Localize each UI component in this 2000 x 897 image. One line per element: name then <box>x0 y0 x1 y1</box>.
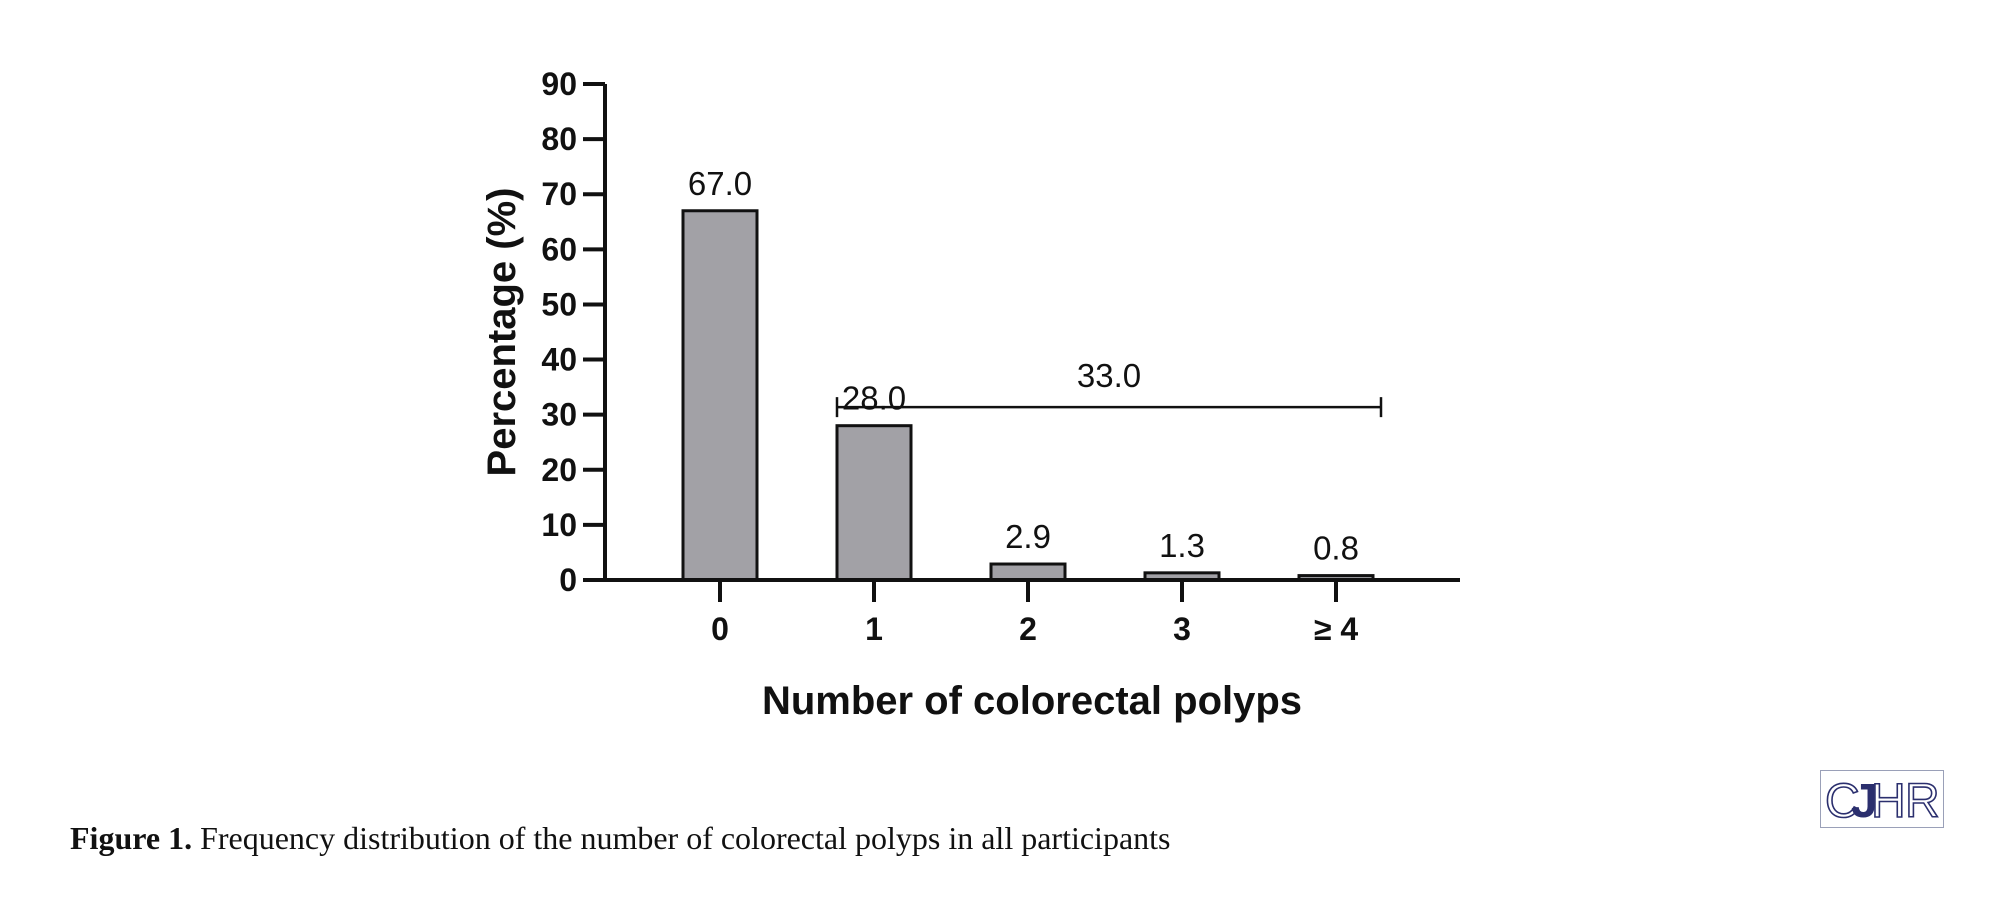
svg-text:J: J <box>1851 775 1876 827</box>
bar <box>989 562 1067 582</box>
svg-text:C: C <box>1825 775 1858 827</box>
x-tick-label: 1 <box>865 611 883 647</box>
y-axis-ticks: 0 10 20 30 40 50 60 70 80 90 <box>541 66 605 598</box>
x-axis-ticks: 0 1 2 3 ≥ 4 <box>711 580 1358 647</box>
y-axis-title: Percentage (%) <box>480 188 524 477</box>
y-tick-label: 60 <box>541 231 577 267</box>
bracket-group: 33.0 <box>835 357 1383 418</box>
y-tick-label: 40 <box>541 342 577 378</box>
x-axis-title: Number of colorectal polyps <box>762 679 1302 723</box>
bar <box>835 424 913 582</box>
y-tick-label: 30 <box>541 397 577 433</box>
cjhr-logo-icon: C J H R <box>1824 774 1941 829</box>
caption-text: Frequency distribution of the number of … <box>200 820 1171 856</box>
figure-caption: Figure 1. Frequency distribution of the … <box>70 820 1170 857</box>
bar-value-label: 0.8 <box>1313 530 1359 567</box>
y-tick-label: 80 <box>541 121 577 157</box>
bar <box>681 209 759 582</box>
y-tick-label: 10 <box>541 507 577 543</box>
y-tick-label: 20 <box>541 452 577 488</box>
journal-logo: C J H R <box>1820 770 1944 829</box>
bar-value-label: 28.0 <box>842 380 906 417</box>
y-tick-label: 0 <box>559 562 577 598</box>
x-tick-label: 0 <box>711 611 729 647</box>
bar-value-labels: 67.0 28.0 2.9 1.3 0.8 <box>688 165 1359 567</box>
bracket-label: 33.0 <box>1077 357 1141 394</box>
y-tick-label: 90 <box>541 66 577 102</box>
x-tick-label: ≥ 4 <box>1314 611 1358 647</box>
y-tick-label: 50 <box>541 286 577 322</box>
caption-label: Figure 1. <box>70 820 193 856</box>
y-tick-label: 70 <box>541 176 577 212</box>
bar-value-label: 2.9 <box>1005 518 1051 555</box>
svg-text:H: H <box>1871 775 1904 827</box>
bar-value-label: 67.0 <box>688 165 752 202</box>
x-tick-label: 2 <box>1019 611 1037 647</box>
bars <box>681 209 1375 582</box>
svg-text:R: R <box>1905 775 1938 827</box>
x-tick-label: 3 <box>1173 611 1191 647</box>
bar-value-label: 1.3 <box>1159 527 1205 564</box>
